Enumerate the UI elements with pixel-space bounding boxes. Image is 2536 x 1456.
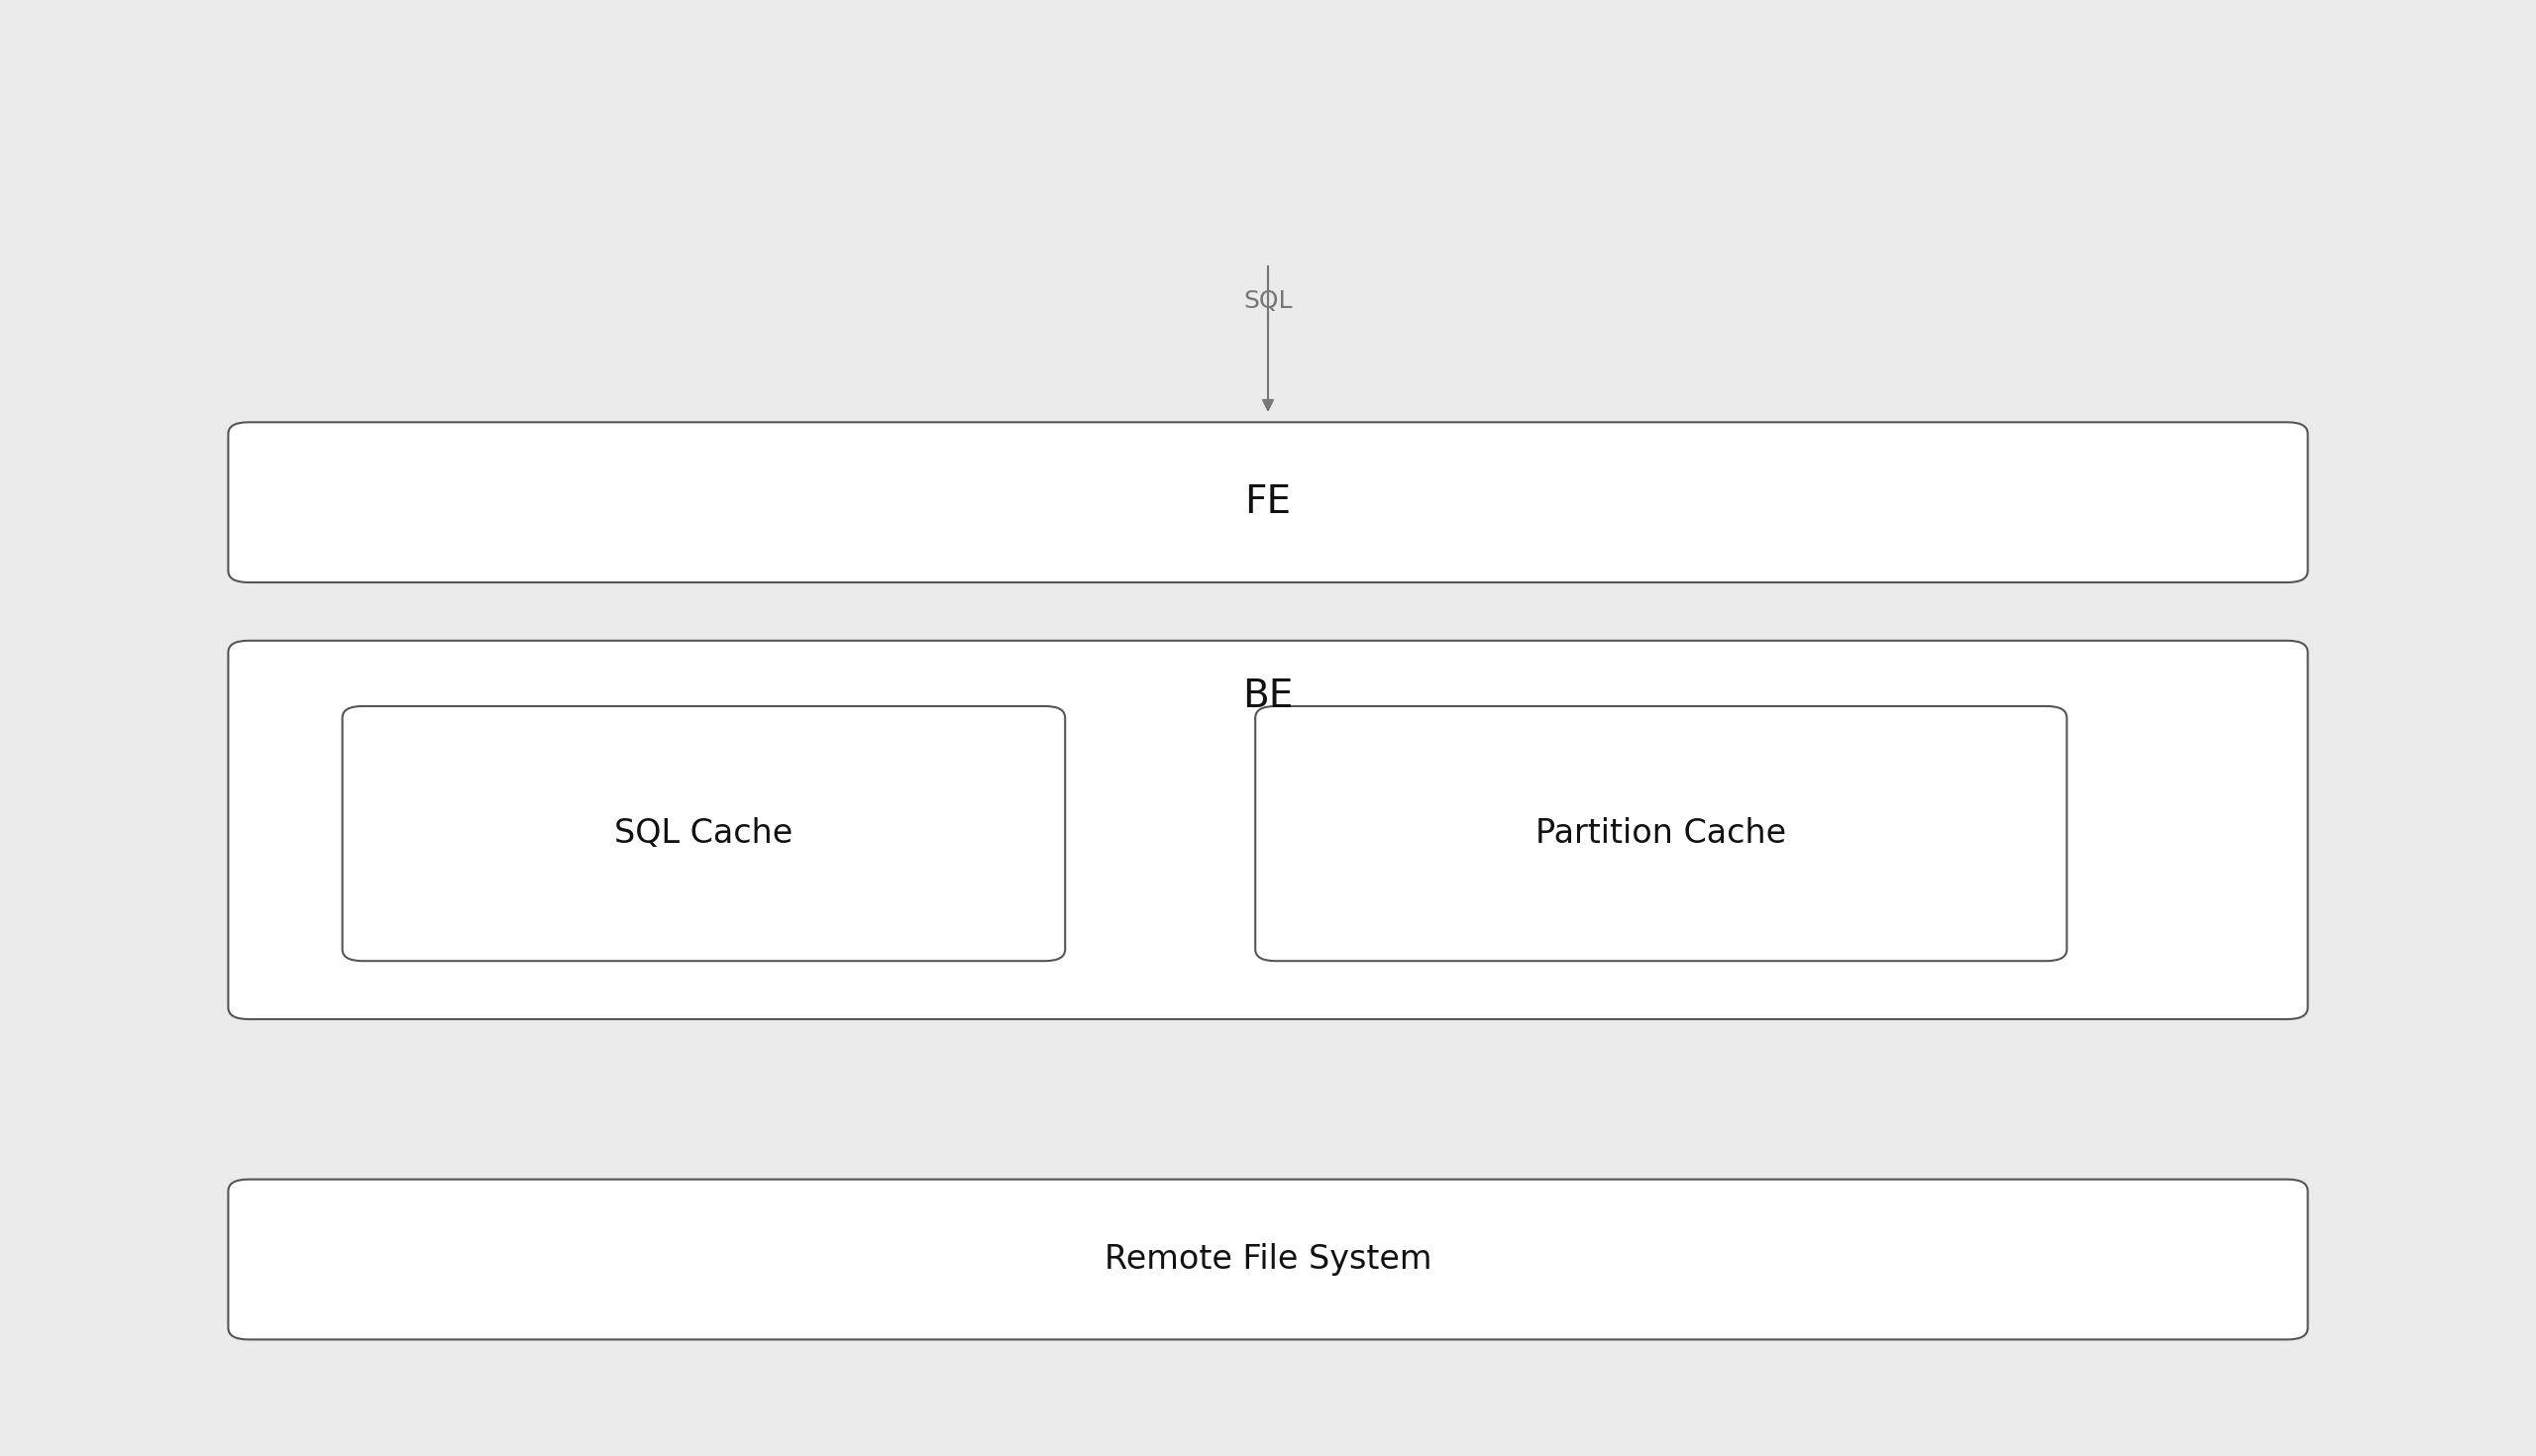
Text: Partition Cache: Partition Cache	[1537, 817, 1785, 850]
FancyBboxPatch shape	[342, 706, 1065, 961]
FancyBboxPatch shape	[1255, 706, 2067, 961]
Text: FE: FE	[1245, 483, 1291, 521]
Text: SQL Cache: SQL Cache	[614, 817, 794, 850]
FancyBboxPatch shape	[228, 1179, 2308, 1340]
Text: Remote File System: Remote File System	[1103, 1243, 1433, 1275]
Text: BE: BE	[1243, 677, 1293, 715]
FancyBboxPatch shape	[228, 641, 2308, 1019]
FancyBboxPatch shape	[228, 422, 2308, 582]
Text: SQL: SQL	[1243, 290, 1293, 313]
